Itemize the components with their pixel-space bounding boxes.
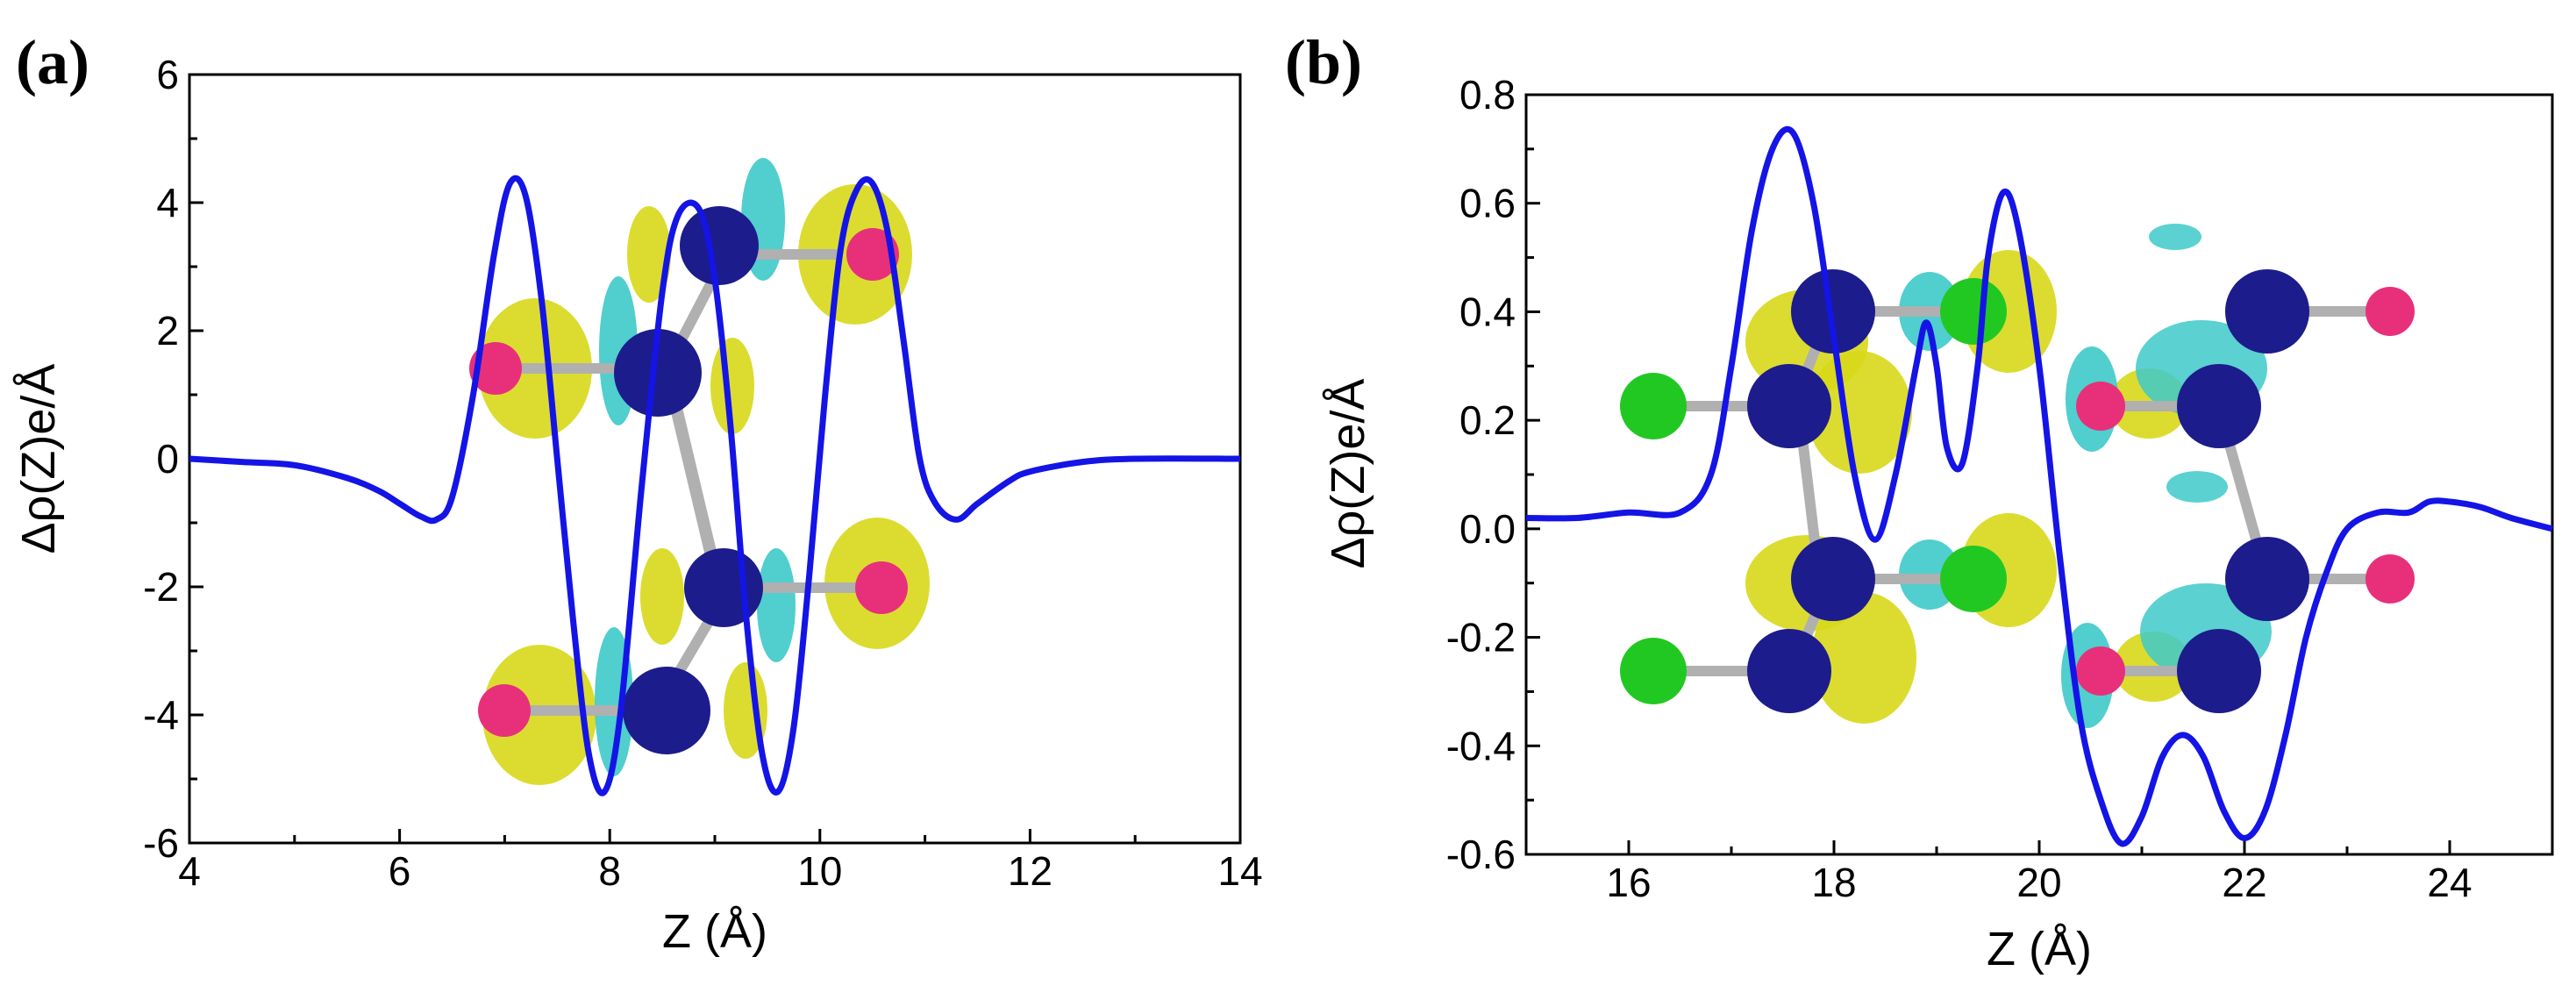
series-line-a-0 (189, 175, 1241, 796)
x-tick-label-a-3: 10 (797, 848, 842, 894)
x-axis-title-a: Z (Å) (662, 905, 767, 958)
y-tick-label-b-4: 0.2 (1459, 397, 1516, 443)
panel-a-label: (a) (16, 27, 89, 97)
x-tick-label-a-2: 8 (598, 848, 621, 894)
y-tick-label-b-1: -0.4 (1446, 723, 1516, 768)
y-axis-title-a: Δρ(Z)e/Å (12, 364, 65, 554)
y-tick-label-a-4: 2 (156, 308, 179, 354)
x-axis-ticks-b: 16 18 20 22 24 (1606, 840, 2473, 905)
panel-b-label: (b) (1285, 27, 1362, 97)
x-axis-ticks-a: 4 6 8 10 12 14 (178, 829, 1263, 894)
y-tick-label-b-3: 0.0 (1459, 506, 1516, 552)
series-line-b-0 (1525, 125, 2553, 847)
axes-frame-a (188, 73, 1242, 845)
x-tick-label-b-0: 16 (1606, 860, 1651, 905)
x-axis-title-b: Z (Å) (1987, 923, 2092, 975)
panel-a: (a) (12, 27, 1263, 958)
molecule-illustration-a (469, 158, 930, 785)
plot-area-a (189, 175, 1241, 796)
y-axis-ticks-a: -6 -4 -2 0 2 4 6 (143, 52, 203, 866)
y-tick-label-a-0: -6 (143, 820, 179, 866)
x-tick-label-b-1: 18 (1811, 860, 1856, 905)
x-tick-label-b-3: 22 (2222, 860, 2266, 905)
panel-b: (b) (1285, 27, 2554, 975)
y-tick-label-b-7: 0.8 (1459, 72, 1516, 118)
x-tick-label-a-4: 12 (1008, 848, 1053, 894)
molecule-illustration-b (1620, 224, 2415, 728)
x-tick-label-b-2: 20 (2016, 860, 2061, 905)
y-tick-label-a-6: 6 (156, 52, 179, 97)
y-tick-label-b-6: 0.6 (1459, 181, 1516, 226)
y-tick-label-b-5: 0.4 (1459, 289, 1516, 334)
x-tick-label-b-4: 24 (2427, 860, 2472, 905)
y-tick-label-a-1: -4 (143, 692, 179, 738)
axes-frame-b (1524, 93, 2554, 856)
y-tick-label-a-5: 4 (156, 180, 179, 225)
y-tick-label-a-2: -2 (143, 564, 179, 610)
y-tick-label-b-2: -0.2 (1446, 615, 1516, 661)
y-axis-title-b: Δρ(Z)e/Å (1322, 379, 1374, 569)
x-tick-label-a-5: 14 (1217, 848, 1262, 894)
y-axis-ticks-b: -0.6 -0.4 -0.2 0.0 0.2 0.4 0.6 0.8 (1446, 72, 1540, 877)
y-tick-label-a-3: 0 (156, 436, 179, 482)
y-tick-label-b-0: -0.6 (1446, 832, 1516, 877)
x-tick-label-a-1: 6 (389, 848, 411, 894)
x-tick-label-a-0: 4 (178, 848, 201, 894)
plot-area-b (1525, 125, 2553, 847)
